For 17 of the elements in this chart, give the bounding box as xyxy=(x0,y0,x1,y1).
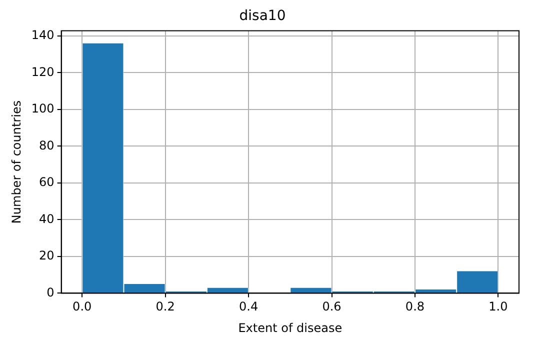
x-tick-label: 0.8 xyxy=(405,300,425,314)
x-tick-label: 1.0 xyxy=(488,300,508,314)
x-tick-label: 0.4 xyxy=(238,300,258,314)
y-tick-label: 0 xyxy=(46,285,54,300)
y-tick-label: 80 xyxy=(39,138,54,152)
y-tick-label: 120 xyxy=(31,64,54,79)
x-tick-label: 0.2 xyxy=(156,300,175,314)
y-tick-label: 100 xyxy=(31,102,54,116)
y-axis-title: Number of countries xyxy=(9,100,24,224)
x-tick-label: 0.0 xyxy=(72,300,92,314)
y-tick-label: 60 xyxy=(39,175,54,190)
y-tick-label: 140 xyxy=(31,28,54,42)
x-tick-label: 0.6 xyxy=(322,300,342,314)
chart-title: disa10 xyxy=(239,8,286,24)
x-axis-title: Extent of disease xyxy=(238,320,342,335)
y-tick-label: 40 xyxy=(39,212,54,226)
y-tick-label: 20 xyxy=(39,248,54,263)
